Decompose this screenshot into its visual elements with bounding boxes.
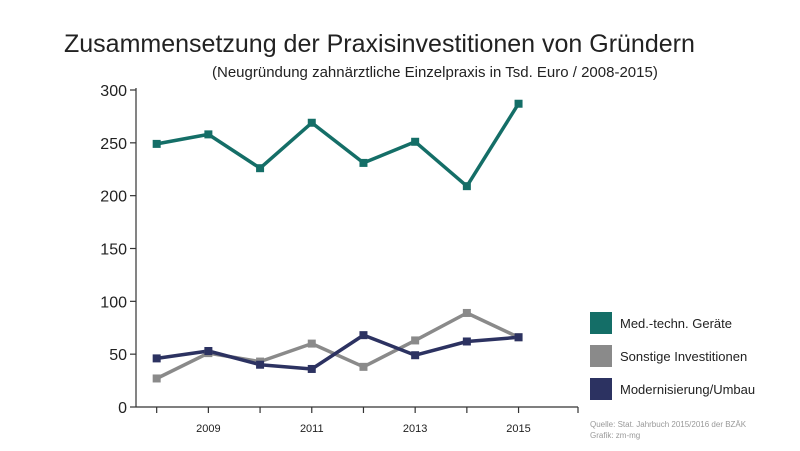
data-point-modernisierung [152,354,161,363]
data-point-modernisierung [411,351,420,360]
data-point-modernisierung [359,331,368,340]
legend-label: Med.-techn. Geräte [620,315,732,331]
data-point-sonstige [359,362,368,371]
series-markers [152,99,523,383]
chart-subtitle: (Neugründung zahnärztliche Einzelpraxis … [212,64,658,81]
y-tick-label: 50 [109,347,127,364]
credit-line: Grafik: zm-mg [590,431,641,440]
data-point-med-techn [307,118,316,127]
x-tick-label: 2015 [506,423,530,435]
data-point-modernisierung [307,364,316,373]
chart-title: Zusammensetzung der Praxisinvestitionen … [64,30,695,58]
y-tick-label: 300 [100,83,127,100]
x-tick-label: 2011 [300,423,324,435]
series-line-modernisierung [156,333,519,371]
data-point-sonstige [411,336,420,345]
data-point-med-techn [411,137,420,146]
data-point-modernisierung [514,333,523,342]
data-point-modernisierung [462,337,471,346]
legend-swatch [590,312,612,334]
legend: Med.-techn. Geräte Sonstige Investitione… [590,312,755,411]
data-point-med-techn [514,99,523,108]
data-point-med-techn [152,139,161,148]
axes: 0 50 100 150 200 250 300 2009 2011 2013 2015 [100,83,579,435]
data-point-med-techn [359,158,368,167]
data-point-med-techn [462,182,471,191]
data-point-sonstige [152,374,161,383]
series-line-med-techn [156,102,520,188]
y-tick-label: 100 [100,294,127,311]
data-point-med-techn [204,130,213,139]
legend-swatch [590,378,612,400]
data-point-sonstige [307,339,316,348]
data-point-sonstige [462,308,471,317]
y-tick-label: 0 [118,400,127,417]
y-tick-label: 150 [100,242,127,259]
legend-item-modernisierung: Modernisierung/Umbau [590,378,755,400]
source-note: Quelle: Stat. Jahrbuch 2015/2016 der BZÄ… [590,419,746,441]
legend-item-sonstige: Sonstige Investitionen [590,345,755,367]
y-tick-label: 250 [100,136,127,153]
series-line-sonstige [155,311,520,381]
legend-label: Modernisierung/Umbau [620,381,756,397]
legend-item-med-techn: Med.-techn. Geräte [590,312,755,334]
data-point-modernisierung [256,360,265,369]
source-line: Quelle: Stat. Jahrbuch 2015/2016 der BZÄ… [590,420,747,429]
legend-label: Sonstige Investitionen [620,348,748,364]
series-lines [155,102,520,381]
data-point-med-techn [256,164,265,173]
data-point-modernisierung [204,346,213,355]
y-tick-label: 200 [100,189,127,206]
x-tick-label: 2013 [403,423,427,435]
x-tick-label: 2009 [196,423,220,435]
legend-swatch [590,345,612,367]
